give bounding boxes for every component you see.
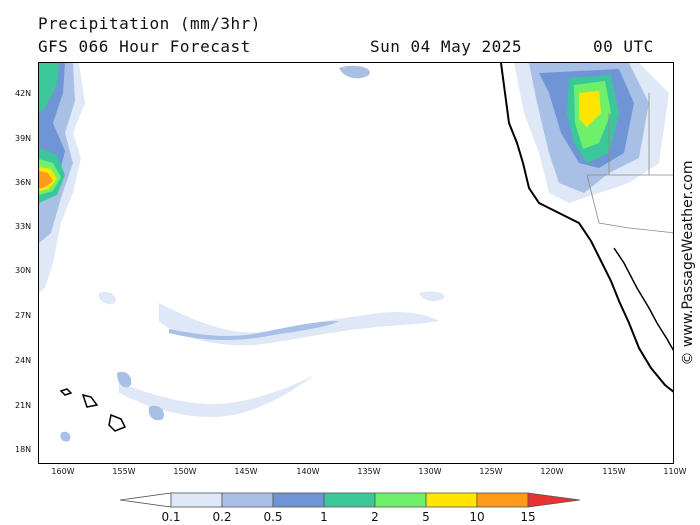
lat-label: 33N	[15, 222, 32, 231]
lat-label: 21N	[15, 401, 32, 410]
precip-patch-b	[419, 291, 445, 301]
precip-area-west-orange	[39, 171, 53, 189]
lat-label: 36N	[15, 178, 32, 187]
border-state-lines	[586, 93, 673, 234]
precip-band-central-mid	[169, 321, 339, 340]
lat-label: 30N	[15, 266, 32, 275]
precip-band-south	[119, 375, 314, 417]
precipitation-map	[38, 62, 674, 464]
precip-area-us-yellow	[579, 91, 601, 127]
lon-label: 155W	[112, 467, 136, 476]
legend-value: 1	[320, 510, 328, 524]
legend-value: 2	[371, 510, 379, 524]
legend-value: 0.5	[263, 510, 283, 524]
precip-spot-1	[117, 371, 132, 388]
lat-label: 39N	[15, 134, 32, 143]
credit-text: © www.PassageWeather.com	[680, 160, 696, 366]
legend-swatch	[221, 492, 274, 508]
legend-swatch	[119, 492, 172, 508]
coastline-north-america	[500, 63, 673, 393]
legend-value: 15	[520, 510, 536, 524]
legend-value: 0.2	[212, 510, 232, 524]
lat-label: 42N	[15, 89, 32, 98]
lon-label: 110W	[663, 467, 687, 476]
forecast-label: GFS 066 Hour Forecast	[38, 37, 251, 56]
lat-label: 27N	[15, 311, 32, 320]
precip-spot-4	[339, 65, 370, 79]
legend-value: 0.1	[161, 510, 181, 524]
lat-label: 18N	[15, 445, 32, 454]
legend-swatch	[170, 492, 223, 508]
lat-label: 24N	[15, 356, 32, 365]
lon-label: 120W	[540, 467, 564, 476]
lon-label: 150W	[173, 467, 197, 476]
legend-value: 5	[422, 510, 430, 524]
legend-swatch	[425, 492, 478, 508]
legend-swatch	[272, 492, 325, 508]
forecast-time: 00 UTC	[593, 37, 654, 56]
lon-label: 125W	[479, 467, 503, 476]
map-canvas	[39, 63, 673, 442]
lon-label: 135W	[357, 467, 381, 476]
legend-swatch	[476, 492, 529, 508]
legend-swatch	[323, 492, 376, 508]
legend-colorbar	[119, 492, 581, 508]
precip-patch-a	[98, 291, 116, 305]
lon-label: 115W	[602, 467, 626, 476]
precip-spot-3	[60, 431, 71, 442]
coastline-baja	[613, 247, 673, 352]
legend-value: 10	[469, 510, 485, 524]
island-hawaii-1	[59, 388, 73, 396]
lon-label: 140W	[296, 467, 320, 476]
lon-label: 160W	[51, 467, 75, 476]
legend-swatch	[527, 492, 581, 508]
island-hawaii-3	[108, 413, 127, 432]
precip-spot-2	[148, 405, 164, 421]
forecast-date: Sun 04 May 2025	[370, 37, 522, 56]
legend-swatch	[374, 492, 427, 508]
credit-watermark: © www.PassageWeather.com	[678, 62, 698, 464]
island-hawaii-2	[81, 393, 99, 408]
map-title: Precipitation (mm/3hr)	[38, 14, 261, 33]
lon-label: 145W	[234, 467, 258, 476]
lon-label: 130W	[418, 467, 442, 476]
precip-band-central	[159, 303, 439, 346]
